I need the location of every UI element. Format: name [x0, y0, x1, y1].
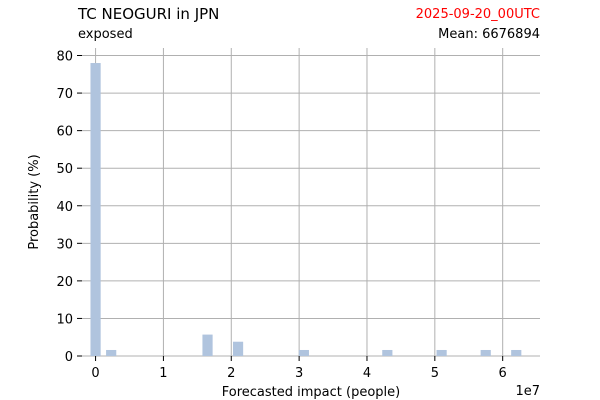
y-tick-label: 10 — [56, 312, 73, 327]
y-tick-label: 0 — [65, 350, 73, 365]
y-tick-label: 40 — [56, 200, 73, 215]
x-tick-label: 0 — [91, 366, 99, 381]
chart-title: TC NEOGURI in JPN — [78, 5, 220, 23]
histogram-bar — [511, 349, 522, 356]
chart-subtitle: exposed — [78, 27, 133, 42]
y-tick-label: 70 — [56, 87, 73, 102]
y-tick-label: 60 — [56, 125, 73, 140]
histogram-bar — [202, 334, 213, 356]
y-tick-label: 20 — [56, 275, 73, 290]
y-tick-label: 30 — [56, 237, 73, 252]
y-axis-label: Probability (%) — [27, 154, 42, 249]
mean-value: Mean: 6676894 — [438, 27, 540, 42]
x-axis-label: Forecasted impact (people) — [222, 385, 400, 400]
x-tick-label: 1 — [159, 366, 167, 381]
x-tick-label: 6 — [499, 366, 507, 381]
y-tick-label: 50 — [56, 162, 73, 177]
histogram-bar — [106, 349, 117, 356]
histogram-bar — [436, 349, 447, 356]
histogram-bar — [480, 349, 491, 356]
x-tick-label: 5 — [431, 366, 439, 381]
x-tick-label: 4 — [363, 366, 371, 381]
histogram-bar — [298, 349, 309, 356]
histogram-bar — [90, 63, 101, 357]
forecast-date: 2025-09-20_00UTC — [415, 7, 540, 22]
x-tick-label: 2 — [227, 366, 235, 381]
x-tick-label: 3 — [295, 366, 303, 381]
y-tick-label: 80 — [56, 50, 73, 65]
histogram-bar — [382, 349, 393, 356]
histogram-bar — [232, 341, 244, 356]
x-scale-label: 1e7 — [515, 384, 540, 399]
